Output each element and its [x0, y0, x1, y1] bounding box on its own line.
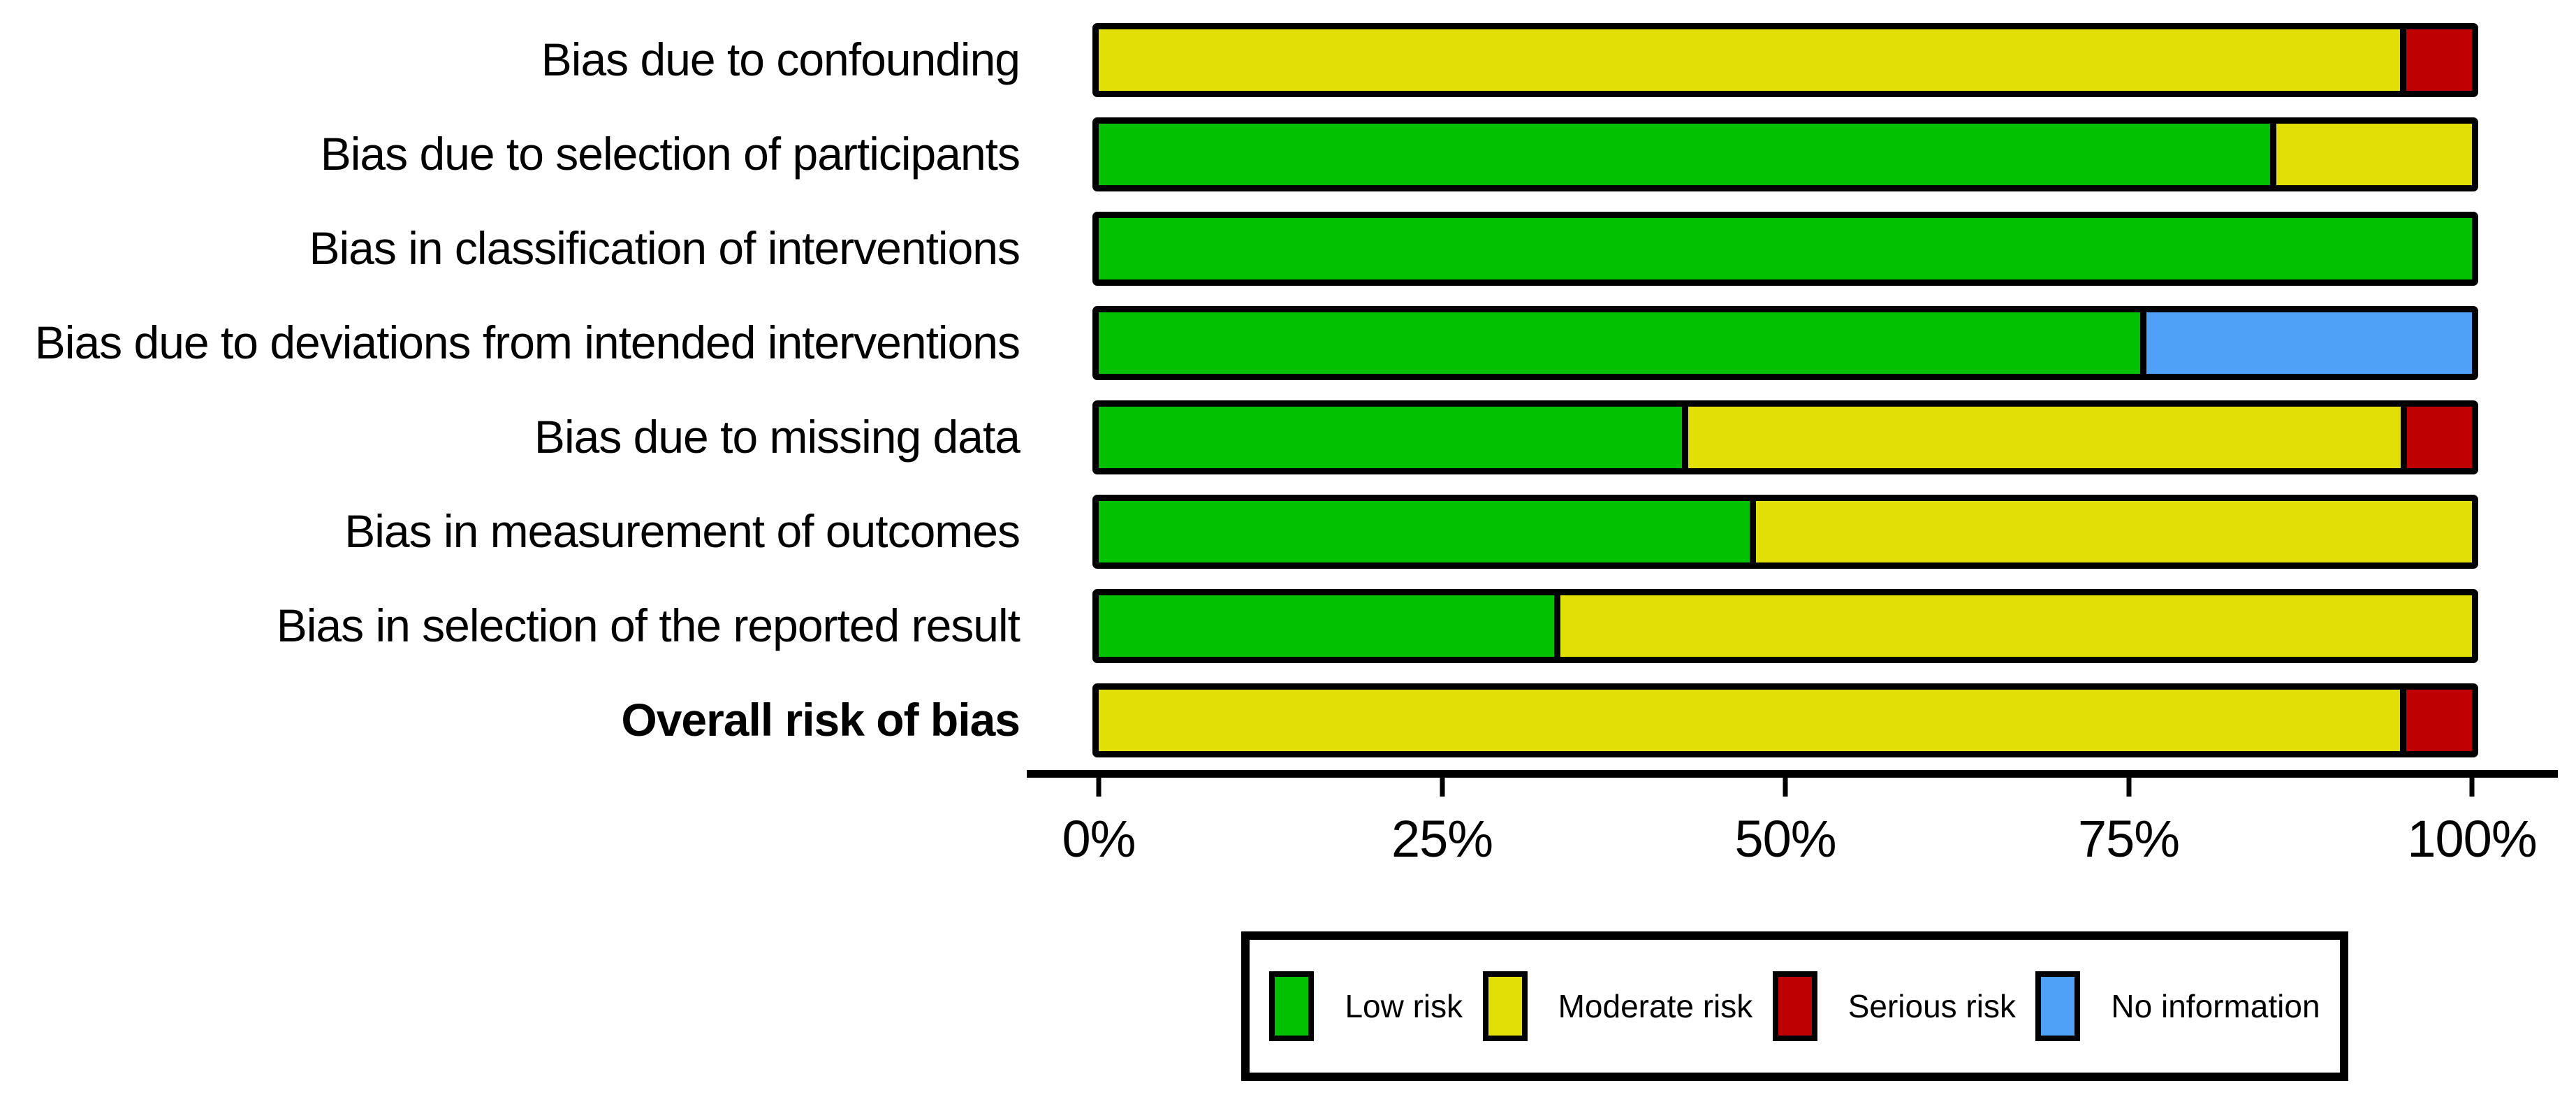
axis-tick [1783, 778, 1788, 797]
legend-item: No information [2035, 971, 2320, 1041]
stacked-bar [1092, 495, 2478, 569]
bar-segment-low-risk [1099, 501, 1750, 562]
axis-tick-label: 75% [2077, 810, 2180, 868]
chart-row: Bias due to selection of participants [0, 117, 2478, 191]
chart-row: Bias due to missing data [0, 400, 2478, 474]
bar-segment-moderate-risk [1749, 501, 2472, 562]
bar-segment-low-risk [1099, 407, 1682, 468]
axis-tick [1096, 778, 1102, 797]
legend-item: Moderate risk [1482, 971, 1753, 1041]
bar-segment-serious-risk [2400, 690, 2472, 751]
bar-segment-low-risk [1099, 218, 2472, 279]
legend-box: Low risk Moderate risk Serious risk No info… [1241, 931, 2348, 1081]
legend-swatch-serious-risk [1772, 971, 1817, 1041]
bar-segment-low-risk [1099, 124, 2271, 185]
legend-swatch-low-risk [1269, 971, 1315, 1041]
bar-segment-moderate-risk [1681, 407, 2401, 468]
bar-rows: Bias due to confounding Bias due to selec… [0, 23, 2478, 778]
bar-segment-serious-risk [2400, 407, 2472, 468]
axis-tick [1440, 778, 1444, 797]
category-label: Bias in selection of the reported result [276, 600, 1020, 652]
stacked-bar [1092, 400, 2478, 474]
chart-row: Bias in classification of interventions [0, 212, 2478, 286]
axis-tick [2469, 778, 2475, 797]
x-axis-line [1027, 770, 2558, 778]
stacked-bar [1092, 589, 2478, 663]
stacked-bar [1092, 306, 2478, 380]
category-label: Bias due to selection of participants [320, 128, 1020, 180]
legend-label: Serious risk [1847, 988, 2016, 1024]
chart-row: Bias in measurement of outcomes [0, 495, 2478, 569]
category-label: Bias due to missing data [534, 411, 1020, 463]
bar-segment-moderate-risk [1553, 595, 2472, 657]
category-label: Bias due to confounding [541, 34, 1020, 86]
bar-segment-moderate-risk [1099, 29, 2401, 91]
stacked-bar [1092, 117, 2478, 191]
chart-row: Bias due to confounding [0, 23, 2478, 97]
bar-segment-low-risk [1099, 312, 2141, 374]
legend-swatch-no-information [2035, 971, 2081, 1041]
stacked-bar [1092, 23, 2478, 97]
bar-segment-low-risk [1099, 595, 1554, 657]
axis-tick-label: 100% [2407, 810, 2537, 868]
stacked-bar [1092, 212, 2478, 286]
legend-swatch-moderate-risk [1482, 971, 1528, 1041]
axis-tick-label: 25% [1391, 810, 1493, 868]
legend-item: Low risk [1269, 971, 1463, 1041]
legend-label: No information [2111, 988, 2320, 1024]
bar-segment-no-information [2140, 312, 2472, 374]
category-label: Bias due to deviations from intended int… [34, 317, 1020, 369]
category-label: Overall risk of bias [621, 694, 1020, 746]
legend-label: Moderate risk [1558, 988, 1753, 1024]
axis-tick-label: 0% [1062, 810, 1136, 868]
bar-segment-moderate-risk [1099, 690, 2401, 751]
x-axis-ticks: 0% 25% 50% 75% 100% [1062, 778, 2538, 917]
legend-item: Serious risk [1772, 971, 2016, 1041]
chart-row: Bias due to deviations from intended int… [0, 306, 2478, 380]
stacked-bar [1092, 683, 2478, 757]
bar-segment-moderate-risk [2270, 124, 2472, 185]
axis-tick-label: 50% [1734, 810, 1836, 868]
category-label: Bias in classification of interventions [309, 222, 1020, 275]
legend-label: Low risk [1345, 988, 1463, 1024]
chart-row: Overall risk of bias [0, 683, 2478, 757]
chart-row: Bias in selection of the reported result [0, 589, 2478, 663]
category-label: Bias in measurement of outcomes [344, 505, 1020, 558]
axis-tick [2126, 778, 2131, 797]
bar-segment-serious-risk [2400, 29, 2472, 91]
